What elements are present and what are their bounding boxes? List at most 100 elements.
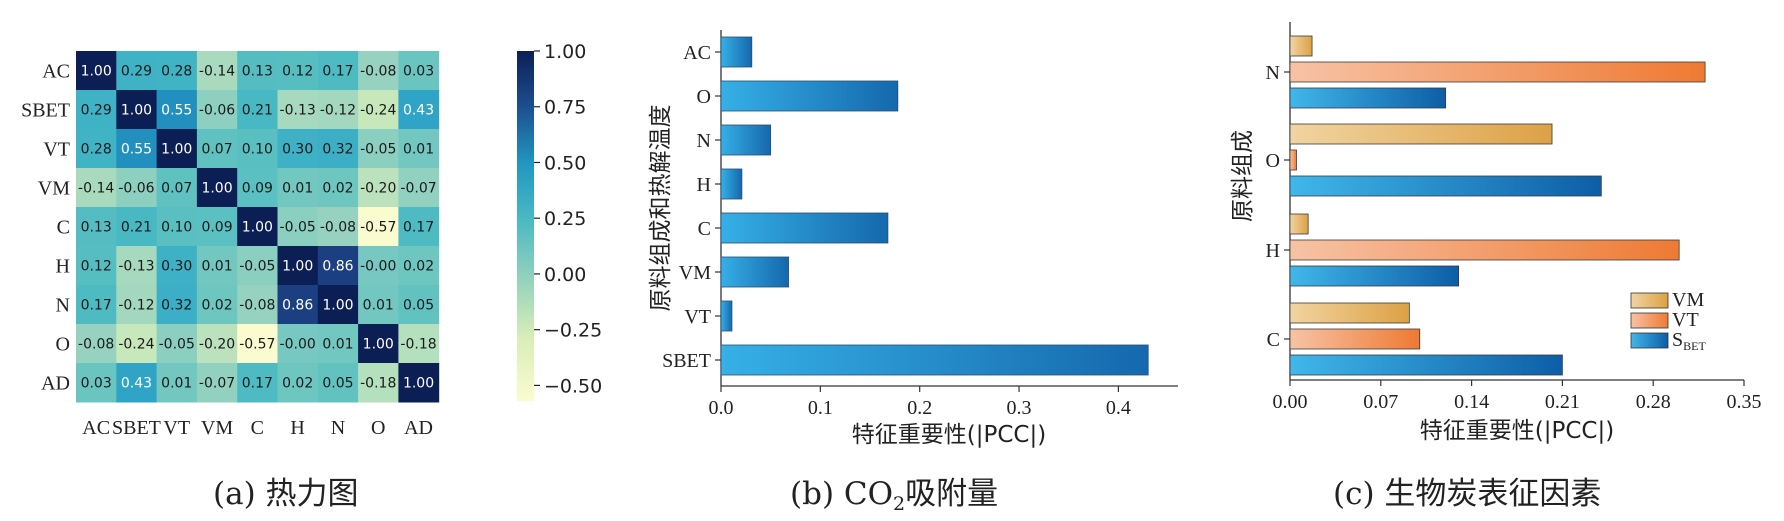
heatmap-cell: [156, 51, 198, 91]
heatmap-cell: [277, 324, 319, 364]
heatmap-cell-label: 0.01: [201, 259, 232, 275]
heatmap-cell-label: -0.14: [199, 64, 235, 80]
heatmap-cell-label: 0.02: [282, 376, 313, 392]
heatmap-cell-label: 0.05: [403, 298, 434, 314]
barc-bar: [1289, 123, 1553, 145]
heatmap-cell: [196, 168, 238, 208]
heatmap-cell: [76, 285, 117, 325]
barc-bar: [1289, 354, 1563, 376]
heatmap-col-label: O: [371, 417, 385, 439]
heatmap-cell: [277, 246, 319, 286]
legend-swatch-sbet: [1630, 332, 1669, 349]
heatmap-cell-label: 1.00: [161, 142, 192, 158]
heatmap-cell-label: 0.09: [201, 220, 232, 236]
colorbar-tick-label: 0.00: [544, 264, 586, 286]
heatmap-cell: [277, 168, 319, 208]
heatmap-cell: [76, 207, 117, 247]
heatmap-cell: [358, 90, 399, 130]
heatmap-cell-label: 0.17: [81, 298, 112, 314]
barc-x-tick-label: 0.07: [1363, 391, 1398, 413]
heatmap-cell: [398, 324, 440, 364]
heatmap-cell-label: 0.28: [81, 142, 112, 158]
heatmap-col-label: N: [331, 417, 345, 439]
heatmap-row-label: H: [56, 256, 70, 278]
heatmap-col-label: VM: [201, 417, 233, 439]
heatmap-cell: [76, 246, 117, 286]
heatmap-cell: [116, 129, 158, 169]
heatmap-cell: [196, 324, 238, 364]
caption-a: (a) 热力图: [213, 476, 359, 512]
heatmap-row-label: VT: [43, 139, 70, 161]
colorbar-tick-label: 0.50: [544, 152, 586, 174]
heatmap-cell-label: -0.00: [360, 259, 396, 275]
heatmap-cell: [277, 363, 319, 403]
barb-x-tick-label: 0.3: [1007, 397, 1032, 419]
heatmap-cell: [317, 246, 359, 286]
barb-bar: [720, 168, 743, 200]
barc-bar: [1289, 265, 1460, 287]
heatmap-cell: [398, 207, 440, 247]
barb-category-label: C: [698, 218, 711, 240]
barb-category-label: O: [697, 86, 711, 108]
heatmap-col-label: H: [290, 417, 304, 439]
heatmap-cell-label: 1.00: [81, 64, 112, 80]
barc-category-label: H: [1266, 240, 1280, 262]
legend-swatch-vm: [1630, 292, 1669, 309]
heatmap-cell: [398, 90, 440, 130]
heatmap-cell-label: -0.07: [199, 376, 235, 392]
heatmap-cell: [398, 129, 440, 169]
barc-x-label: 特征重要性(|PCC|): [1420, 418, 1614, 444]
barb-bar: [720, 344, 1149, 376]
heatmap-cell-label: -0.57: [239, 337, 275, 353]
heatmap-cell-label: 0.01: [322, 337, 353, 353]
heatmap-cell-label: -0.12: [320, 103, 356, 119]
heatmap-cell-label: -0.13: [280, 103, 316, 119]
barb-x-tick-label: 0.2: [907, 397, 932, 419]
heatmap-cell-label: -0.05: [159, 337, 195, 353]
barb-y-label: 原料组成和热解温度: [648, 105, 674, 312]
heatmap-cell: [317, 363, 359, 403]
heatmap-cell-label: 0.09: [242, 181, 273, 197]
heatmap-cell-label: 1.00: [121, 103, 152, 119]
heatmap-cell: [358, 168, 399, 208]
heatmap-cell: [317, 207, 359, 247]
heatmap-row-label: AC: [42, 61, 70, 83]
heatmap-col-label: SBET: [112, 417, 161, 439]
heatmap-row-label: N: [56, 295, 70, 317]
heatmap-cell-label: 0.17: [242, 376, 273, 392]
heatmap-cell-label: 0.05: [322, 376, 353, 392]
heatmap-cell: [196, 51, 238, 91]
heatmap-cell-label: -0.24: [360, 103, 396, 119]
heatmap-cell-label: 0.86: [282, 298, 313, 314]
heatmap-cell-label: 0.28: [161, 64, 192, 80]
heatmap-cell: [358, 363, 399, 403]
heatmap-cell-label: 0.13: [242, 64, 273, 80]
barb-bar: [720, 212, 889, 244]
heatmap-cell: [76, 324, 117, 364]
heatmap-cell: [277, 51, 319, 91]
heatmap-cell-label: 0.17: [403, 220, 434, 236]
barb-bar: [720, 80, 899, 112]
heatmap-cell-label: 0.10: [161, 220, 192, 236]
colorbar-tick-label: −0.25: [544, 320, 602, 342]
heatmap-cell-label: 0.86: [322, 259, 353, 275]
heatmap-cell-label: 0.30: [161, 259, 192, 275]
heatmap-colorbar: 1.00 0.75 0.50 0.25 0.00 −0.25 −0.50: [517, 41, 602, 401]
heatmap-cell-label: 0.02: [201, 298, 232, 314]
barb-bar: [720, 36, 753, 68]
heatmap-cell: [358, 285, 399, 325]
heatmap-cell: [156, 363, 198, 403]
heatmap-row-label: AD: [41, 373, 70, 395]
barb-category-label: SBET: [662, 350, 711, 372]
heatmap-row-label: O: [56, 334, 70, 356]
heatmap-cell: [156, 207, 198, 247]
heatmap-cell-label: -0.12: [118, 298, 154, 314]
heatmap-cell-label: 0.21: [121, 220, 152, 236]
barb-category-label: H: [697, 174, 711, 196]
heatmap-cell: [277, 90, 319, 130]
heatmap-cell-label: 0.17: [322, 64, 353, 80]
heatmap-cell: [237, 129, 278, 169]
heatmap-cell: [237, 285, 278, 325]
barc-y-label: 原料组成: [1230, 130, 1256, 222]
